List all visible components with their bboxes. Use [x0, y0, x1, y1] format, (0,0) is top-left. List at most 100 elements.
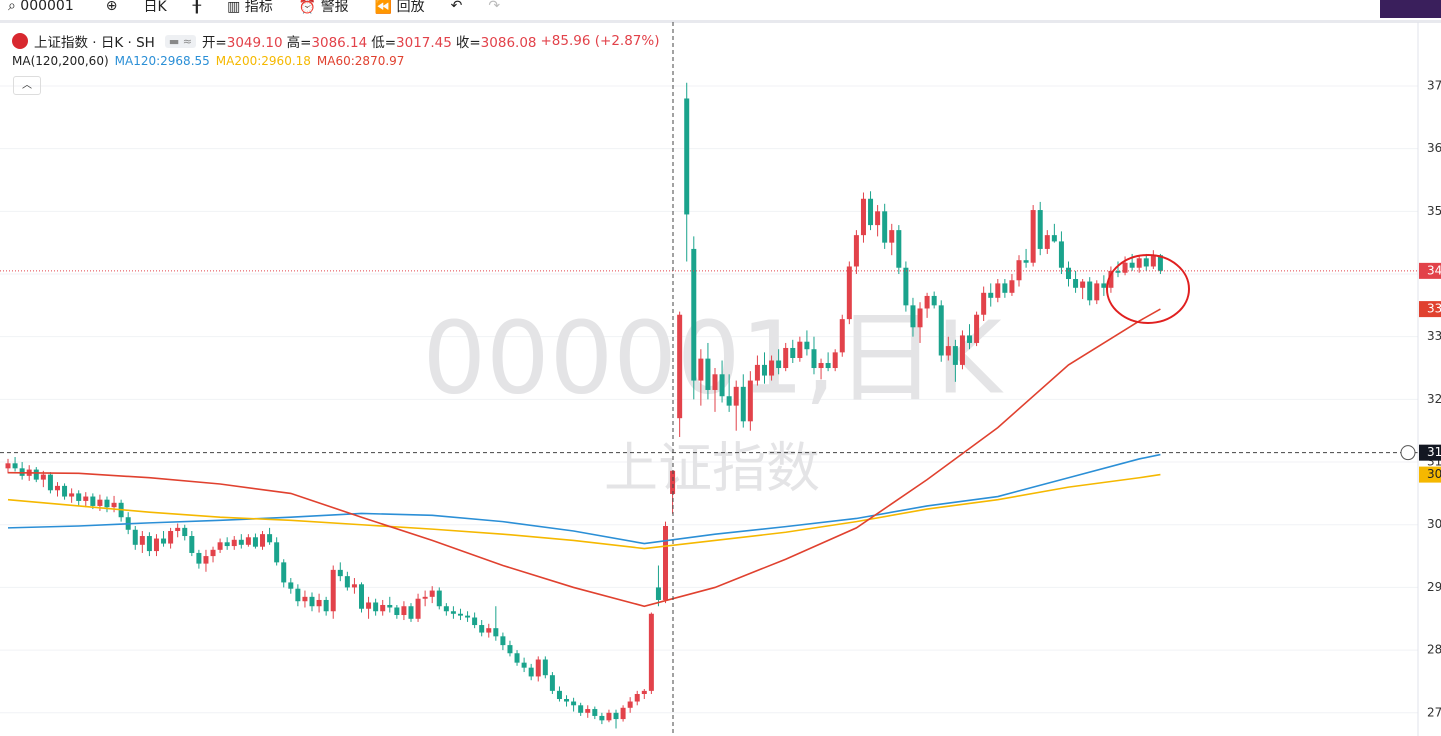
- candle-body: [175, 527, 181, 532]
- period[interactable]: 日K: [143, 0, 167, 15]
- candle-body: [903, 267, 909, 306]
- candle-body: [104, 499, 110, 508]
- candle-body: [457, 613, 463, 616]
- candle-body: [1051, 235, 1057, 242]
- candle-body: [705, 358, 711, 390]
- candle-body: [436, 590, 442, 607]
- candle-body: [380, 604, 386, 612]
- candle-body: [860, 198, 866, 236]
- candle-body: [917, 308, 923, 328]
- y-tick-label: 2800: [1427, 643, 1441, 657]
- indicators[interactable]: ▥ 指标: [227, 0, 273, 15]
- candle-body: [1143, 258, 1149, 267]
- candle-body: [698, 358, 704, 381]
- ma-line: [7, 453, 1161, 545]
- ohlc-value: 3017.45: [396, 35, 452, 51]
- ma200-marker-bg: [1419, 466, 1441, 483]
- candle-body: [351, 584, 357, 588]
- candle-body: [1009, 280, 1015, 293]
- crosshair-add-icon: [1400, 445, 1416, 461]
- toggle[interactable]: ▬ ≈: [164, 34, 196, 48]
- candle-body: [132, 529, 138, 545]
- candle-body: [931, 295, 937, 306]
- ma-legend: MA(120,200,60) MA120:2968.55 MA200:2960.1…: [12, 54, 410, 68]
- replay[interactable]: ⏪ 回放: [374, 0, 425, 15]
- candle-body: [514, 653, 520, 663]
- candle-body: [40, 474, 46, 480]
- candle-body: [663, 526, 669, 600]
- ma60-marker-bg: [1419, 301, 1441, 318]
- candle-body: [896, 230, 902, 268]
- candle-body: [1087, 281, 1093, 301]
- chart-style[interactable]: ╂: [192, 0, 202, 14]
- symbol-search[interactable]: ⌕ 000001: [8, 0, 74, 14]
- y-tick-label: 3200: [1427, 392, 1441, 406]
- candle-body: [443, 606, 449, 612]
- candle-body: [818, 363, 824, 369]
- candle-body: [571, 701, 577, 706]
- candle-body: [549, 675, 555, 691]
- ohlc-value: 3086.08: [480, 35, 537, 51]
- y-tick-label: 3300: [1427, 329, 1441, 343]
- ohlc-label: 开=: [201, 35, 227, 51]
- candle-body: [83, 496, 89, 501]
- candle-body: [1101, 283, 1107, 288]
- candle-body: [564, 699, 570, 702]
- candle-body: [1066, 267, 1071, 280]
- candle-body: [853, 235, 859, 267]
- candle-body: [811, 349, 817, 369]
- candle-body: [47, 474, 53, 491]
- alerts[interactable]: ⏰ 警报: [298, 0, 349, 15]
- candle-body: [684, 98, 690, 215]
- collapse-button[interactable]: ︿: [13, 76, 41, 95]
- candle-body: [408, 606, 414, 619]
- candle-body: [281, 562, 287, 583]
- candle-body: [54, 485, 60, 491]
- candle-body: [1030, 210, 1036, 263]
- candle-body: [168, 531, 174, 544]
- candle-body: [1129, 262, 1135, 268]
- crosshair-marker-bg: [1419, 444, 1441, 461]
- candle-body: [747, 380, 753, 422]
- ma-line: [7, 473, 1161, 550]
- candle-body: [938, 305, 944, 356]
- candle-body: [5, 463, 11, 469]
- ohlc-value: 3049.10: [226, 35, 283, 51]
- promo-badge[interactable]: [1380, 0, 1441, 18]
- candle-body: [472, 617, 478, 626]
- candle-body: [655, 587, 661, 600]
- candle-body: [1122, 262, 1128, 273]
- candle-body: [1136, 258, 1142, 268]
- candle-body: [1044, 235, 1050, 249]
- add-button[interactable]: ⊕: [105, 0, 118, 14]
- candle-body: [620, 707, 626, 720]
- candle-body: [528, 667, 534, 677]
- redo[interactable]: ↷: [488, 0, 501, 14]
- candle-body: [359, 584, 364, 609]
- toolbar: ⌕ 000001 ⊕ 日K ╂ ▥ 指标 ⏰ 警报 ⏪ 回放 ↶ ↷: [0, 0, 1441, 23]
- candle-body: [952, 346, 958, 365]
- candle-body: [875, 211, 881, 226]
- candle-body: [302, 596, 308, 602]
- candle-body: [274, 542, 280, 563]
- label: 警报: [320, 0, 349, 15]
- undo[interactable]: ↶: [450, 0, 463, 14]
- candle-body: [1150, 255, 1156, 267]
- candle-body: [337, 569, 343, 577]
- candle-body: [995, 283, 1001, 298]
- candle-body: [394, 607, 400, 616]
- candle-body: [882, 211, 888, 243]
- candle-body: [153, 538, 159, 552]
- candle-body: [974, 314, 980, 343]
- candle-body: [267, 534, 273, 543]
- symbol-title: 上证指数 · 日K · SH: [34, 35, 155, 51]
- label: 指标: [244, 0, 273, 15]
- candle-body: [90, 496, 96, 506]
- candle-body: [507, 645, 513, 654]
- candle-body: [486, 628, 492, 633]
- candle-body: [832, 352, 838, 369]
- candle-body: [783, 347, 789, 369]
- candle-body: [945, 346, 951, 356]
- watermark: 000001,日K: [422, 299, 1004, 416]
